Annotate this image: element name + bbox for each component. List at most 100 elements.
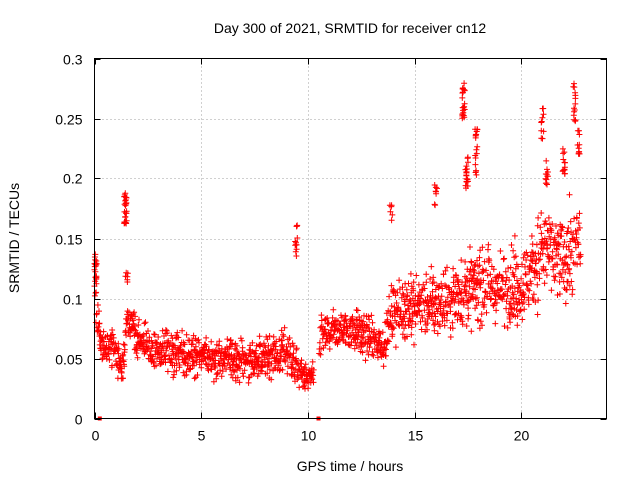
data-point [174,329,181,336]
data-point [572,244,579,251]
data-point [511,273,518,280]
x-tick-label: 15 [408,428,424,444]
data-point [388,203,395,210]
data-point [374,354,381,361]
data-point [504,324,511,331]
data-point [536,275,543,282]
data-point [298,357,305,364]
data-point [303,366,309,373]
data-point [148,337,155,344]
data-point [408,324,415,331]
data-point [424,326,430,333]
data-point [447,308,454,315]
y-tick-label: 0.3 [63,52,83,68]
data-point [310,379,317,386]
data-point [497,248,504,254]
data-point [432,313,439,320]
data-point [431,327,438,334]
data-point [577,260,584,267]
data-point [561,159,568,166]
data-point [328,327,335,334]
data-point [531,274,538,281]
data-point [317,351,324,358]
data-point [462,282,469,289]
data-point [558,233,565,239]
data-point [419,286,425,293]
data-point [572,89,579,96]
data-point [347,342,354,349]
data-point [460,112,467,119]
data-point [278,353,285,360]
data-point [538,127,545,134]
data-point [573,214,580,221]
data-point [151,331,157,338]
data-point [92,260,99,267]
data-point [95,328,102,334]
data-point [330,306,337,313]
data-point [574,127,581,134]
data-point [388,303,395,309]
data-point [575,241,582,248]
data-point [461,87,468,94]
data-point [366,344,373,351]
y-tick-label: 0.05 [55,352,82,368]
data-point [115,340,122,347]
data-point [164,330,171,336]
data-point [518,275,525,282]
data-point [572,95,579,102]
data-point [401,301,408,308]
data-point [288,364,295,371]
data-point [268,360,275,367]
data-point [535,297,542,304]
data-point [289,354,296,361]
data-point [539,236,546,243]
data-point [342,340,349,347]
data-point [474,143,481,150]
data-point [97,331,104,338]
data-point [416,301,423,308]
data-point [318,317,325,324]
data-point [185,360,192,367]
data-point [419,314,426,321]
data-point [465,305,472,312]
data-point [278,327,285,334]
x-axis-label: GPS time / hours [297,458,404,474]
data-point [224,336,231,343]
data-point [507,301,514,307]
data-point [322,316,329,322]
data-point [323,330,329,337]
data-point [146,334,153,341]
data-point [133,350,140,357]
data-point [511,285,518,292]
data-point [183,356,189,363]
data-point [437,323,443,330]
data-point [252,347,259,354]
data-point [196,339,202,346]
data-point [449,319,456,326]
data-point [574,261,581,268]
data-point [431,321,437,328]
data-point [293,345,300,352]
data-point [389,211,396,218]
data-point [120,375,126,382]
data-point [122,202,129,209]
data-point [99,335,106,342]
data-point [391,287,398,294]
data-point [408,331,415,338]
data-point [477,318,484,325]
data-point [571,107,578,113]
data-point [396,322,403,329]
data-point [416,308,423,315]
data-point [405,306,412,313]
data-point [280,331,286,338]
data-point [430,317,437,324]
data-point [521,306,528,313]
data-point [514,313,521,319]
data-point [544,169,551,175]
data-point [279,366,286,373]
data-point [368,312,375,319]
data-point [342,312,349,319]
data-point [443,317,450,324]
data-point [124,270,131,277]
data-point [239,370,246,377]
